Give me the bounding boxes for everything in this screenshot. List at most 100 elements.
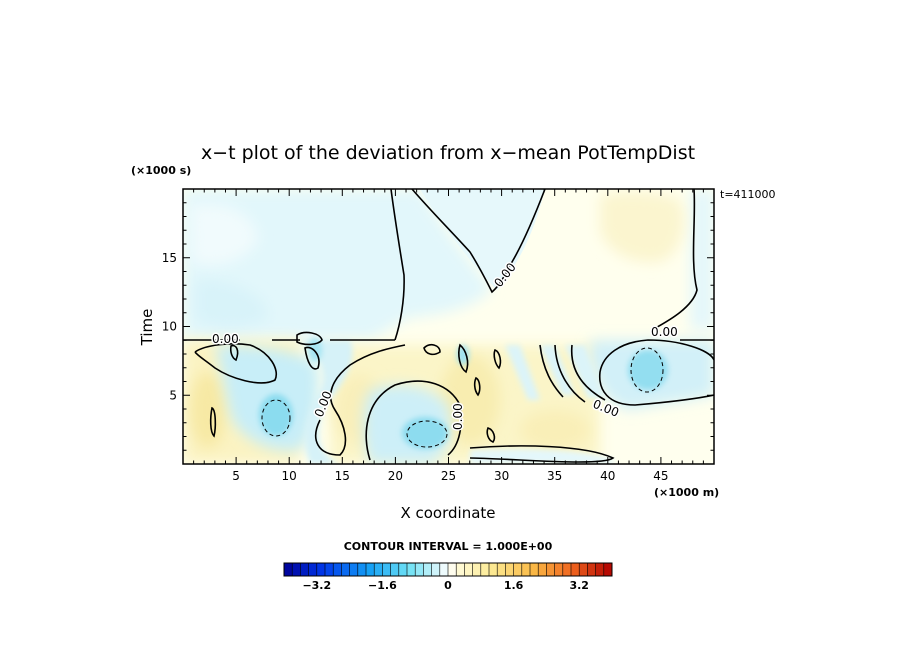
- colorbar-bin: [300, 563, 309, 576]
- colorbar-bin: [562, 563, 572, 576]
- colorbar-bin: [530, 563, 539, 576]
- field-upper-left-swirl-2: [195, 279, 269, 328]
- x-unit-label: (×1000 m): [654, 486, 719, 499]
- contour-zero-left-lobe: [194, 343, 277, 384]
- colorbar-tick-label: 1.6: [504, 579, 524, 592]
- contour-zero-islands-4: [458, 343, 469, 374]
- colorbar-tick-label: 3.2: [569, 579, 589, 592]
- contour-zero-islands-9: [209, 406, 217, 438]
- contour-zero-islands-1: [296, 331, 323, 346]
- colorbar-bin: [284, 563, 293, 576]
- colorbar-bin: [325, 563, 334, 576]
- time-label: t=411000: [720, 188, 776, 201]
- colorbar-bin: [579, 563, 588, 576]
- colorbar-tick-label: −3.2: [302, 579, 331, 592]
- contour-zero-islands-6: [473, 376, 481, 397]
- colorbar-bin: [366, 563, 375, 576]
- contour-zero-islands-2: [304, 346, 320, 370]
- field-upper-center-cool: [420, 189, 545, 290]
- contour-zero-upper-right: [651, 189, 698, 331]
- colorbar-bin: [382, 563, 391, 576]
- colorbar-bin: [398, 563, 408, 576]
- colorbar-bin: [489, 563, 498, 576]
- field-cool-core-3: [628, 350, 668, 390]
- contour-interval-label: CONTOUR INTERVAL = 1.000E+00: [344, 540, 553, 553]
- x-axis: 5 10 15 20 25 30 35 40 45: [193, 189, 704, 483]
- x-tick-label: 30: [494, 469, 509, 483]
- x-tick-label: 45: [653, 469, 668, 483]
- colorbar-frame: [283, 562, 613, 577]
- field-cool-core-2: [402, 417, 448, 449]
- colorbar: −3.2 −1.6 0 1.6 3.2: [283, 562, 613, 592]
- contour-zero-upper-left: [390, 189, 405, 341]
- colorbar-tick-label: 0: [444, 579, 452, 592]
- x-tick-label: 5: [232, 469, 240, 483]
- colorbar-bin: [587, 563, 596, 576]
- contour-zero-islands-5: [493, 348, 502, 370]
- contour-zero-islands-7: [486, 427, 496, 443]
- field-cool-bottom-band: [470, 449, 614, 464]
- colorbar-bin: [505, 563, 514, 576]
- field-warm-core-center: [440, 355, 500, 445]
- contour-label: 0.00: [451, 403, 465, 430]
- field-cool-swirl-1: [300, 340, 353, 464]
- colorbar-bin: [464, 563, 473, 576]
- contour-zero-right-arc: [539, 344, 606, 403]
- y-tick-label: 5: [169, 388, 177, 402]
- colorbar-bin: [439, 563, 449, 576]
- colorbar-bin: [448, 563, 457, 576]
- x-tick-label: 20: [388, 469, 403, 483]
- colorbar-bin: [415, 563, 424, 576]
- contour-zero-upper-valley: [411, 189, 546, 294]
- contour-negative-lines: [261, 347, 664, 448]
- contour-neg-1: [261, 399, 291, 437]
- field-upper-right-warm: [600, 191, 684, 263]
- y-axis-label: Time: [138, 309, 156, 347]
- contour-zero-center-swirl: [365, 380, 462, 461]
- colorbar-bin: [431, 563, 441, 576]
- x-tick-label: 40: [600, 469, 615, 483]
- chart-title: x−t plot of the deviation from x−mean Po…: [201, 142, 695, 164]
- field-cool-stripes: [505, 345, 605, 400]
- contour-zero-right-lobe: [599, 339, 714, 406]
- colorbar-bin: [308, 563, 318, 576]
- field-warm-core-left: [190, 372, 226, 448]
- colorbar-bin: [513, 563, 523, 576]
- contour-label: 0.00: [651, 325, 678, 339]
- y-unit-label: (×1000 s): [131, 164, 191, 177]
- colorbar-bin: [521, 563, 531, 576]
- colorbar-bin: [390, 563, 400, 576]
- contour-neg-3: [630, 347, 664, 393]
- colorbar-bin: [554, 563, 564, 576]
- colorbar-bin: [407, 563, 416, 576]
- contour-zero-islands-3: [423, 343, 441, 356]
- field-cool-core-1: [259, 394, 293, 436]
- y-axis: 5 10 15: [162, 202, 714, 451]
- colorbar-bin: [349, 563, 359, 576]
- y-tick-label: 15: [162, 251, 177, 265]
- contour-zero-mid-swirl: [315, 344, 406, 456]
- x-axis-label: X coordinate: [400, 504, 495, 522]
- x-tick-label: 25: [441, 469, 456, 483]
- contour-neg-2: [406, 420, 448, 448]
- colorbar-bin: [357, 563, 367, 576]
- x-tick-label: 10: [282, 469, 297, 483]
- colorbar-bin: [341, 563, 350, 576]
- colorbar-bin: [472, 563, 482, 576]
- colorbar-bin: [456, 563, 465, 576]
- field-upper-left-swirl: [190, 204, 258, 266]
- colorbar-bin: [374, 563, 383, 576]
- colorbar-bin: [538, 563, 547, 576]
- colorbar-bin: [480, 563, 490, 576]
- colorbar-bin: [571, 563, 580, 576]
- y-tick-label: 10: [162, 320, 177, 334]
- x-tick-label: 35: [547, 469, 562, 483]
- contour-label: 0.00: [212, 332, 239, 346]
- colorbar-bin: [316, 563, 326, 576]
- x-tick-label: 15: [335, 469, 350, 483]
- colorbar-bin: [423, 563, 432, 576]
- colorbar-bin: [497, 563, 506, 576]
- colorbar-bin: [546, 563, 555, 576]
- colorbar-bin: [333, 563, 342, 576]
